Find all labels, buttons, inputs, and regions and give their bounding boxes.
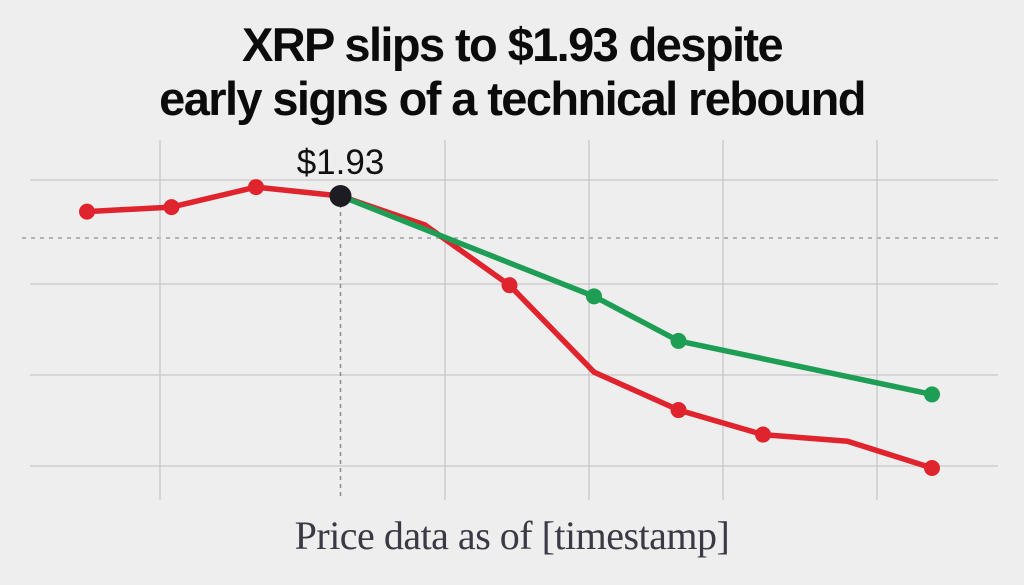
series-0-point-10 xyxy=(924,460,940,476)
highlight-layer: $1.93 xyxy=(297,143,385,500)
series-0-point-7 xyxy=(670,402,687,419)
series-0-point-2 xyxy=(248,179,264,196)
highlight-marker xyxy=(329,185,352,207)
series-1-point-7 xyxy=(670,332,687,349)
series-0-point-1 xyxy=(163,199,180,216)
data-timestamp-caption: Price data as of [timestamp] xyxy=(294,513,730,558)
series-0-point-8 xyxy=(755,426,771,443)
highlight-value-label: $1.93 xyxy=(297,143,385,182)
series-1-point-6 xyxy=(586,288,602,305)
grid xyxy=(22,140,1000,500)
chart-title-line-1: XRP slips to $1.93 despite xyxy=(241,18,784,71)
series-layer xyxy=(79,179,940,476)
series-0-line xyxy=(84,184,935,471)
series-0-point-0 xyxy=(79,203,95,220)
series-0-point-5 xyxy=(501,277,518,294)
series-1-point-10 xyxy=(924,386,940,403)
chart-title: XRP slips to $1.93 despite early signs o… xyxy=(0,18,1024,126)
chart-title-line-2: early signs of a technical rebound xyxy=(159,72,866,125)
series-1-line xyxy=(337,193,935,398)
